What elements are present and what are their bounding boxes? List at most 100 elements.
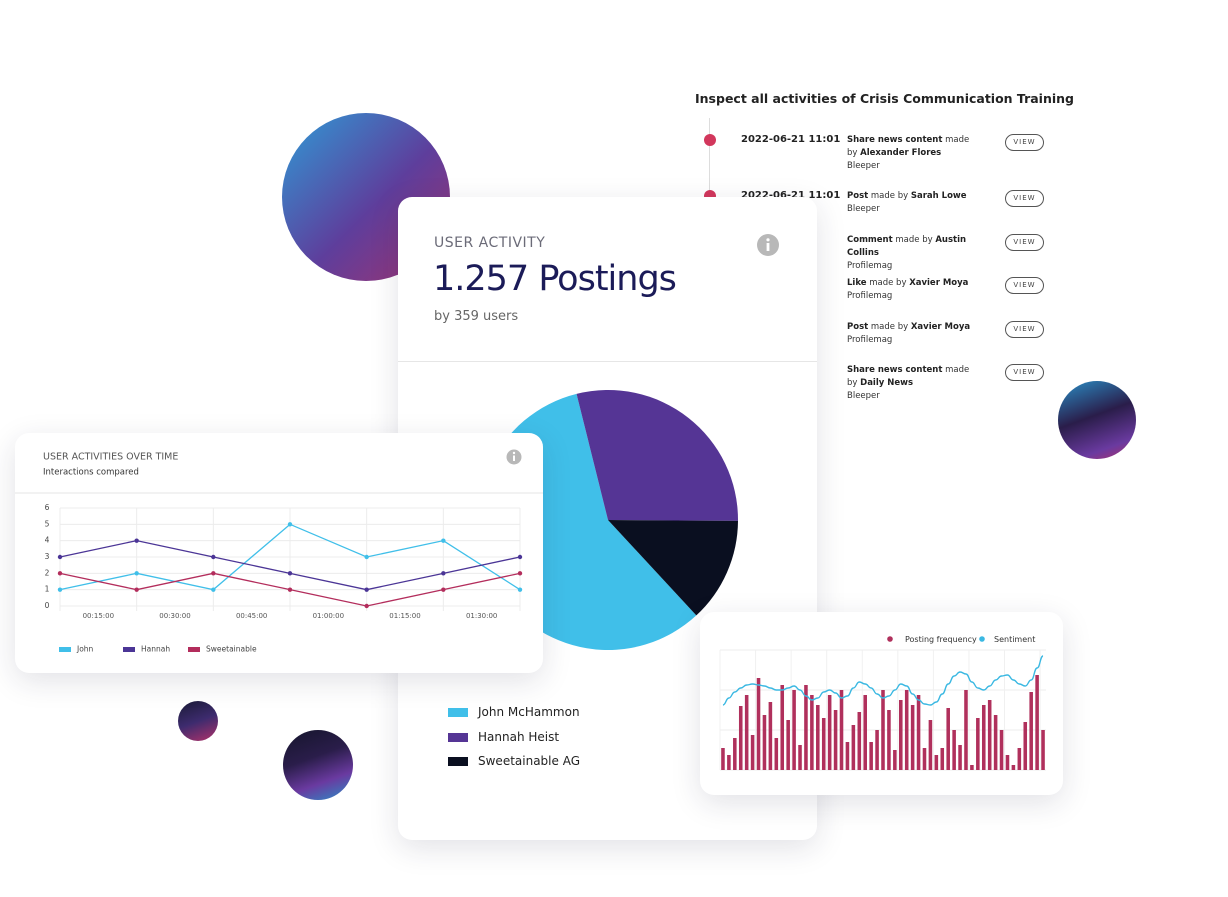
timeline-dot (704, 134, 716, 146)
bar (976, 718, 980, 770)
bar (727, 755, 731, 770)
line-chart-card: USER ACTIVITIES OVER TIME Interactions c… (15, 433, 543, 673)
bar (786, 720, 790, 770)
activity-user: Xavier Moya (910, 322, 971, 332)
view-button[interactable]: VIEW (1005, 234, 1044, 251)
activity-time: 2022-06-21 11:01 (741, 134, 841, 145)
view-button[interactable]: VIEW (1005, 134, 1044, 151)
data-point (211, 587, 216, 592)
activity-text: Post made by Xavier Moya Profilemag (847, 321, 982, 347)
legend-dot (887, 636, 893, 642)
x-tick-label: 01:30:00 (466, 612, 497, 620)
legend-item: John McHammon (448, 705, 580, 719)
card-title: USER ACTIVITY (434, 235, 546, 251)
activity-source: Bleeper (847, 391, 880, 401)
activity-feed: Inspect all activities of Crisis Communi… (0, 0, 1228, 420)
legend-swatch (448, 757, 468, 766)
chart-subtitle: Interactions compared (43, 468, 139, 478)
legend-item: Sweetainable AG (448, 754, 580, 768)
legend-label: Sweetainable (206, 645, 257, 654)
bar (863, 695, 867, 770)
activity-text: Like made by Xavier Moya Profilemag (847, 277, 982, 303)
view-button[interactable]: VIEW (1005, 277, 1044, 294)
data-point (287, 571, 293, 576)
activity-source: Profilemag (847, 335, 893, 345)
bar (958, 745, 962, 770)
data-point (517, 587, 523, 592)
sentiment-line (722, 655, 1044, 706)
y-tick-label: 6 (45, 503, 50, 512)
bar (981, 705, 986, 770)
feed-title: Inspect all activities of Crisis Communi… (695, 91, 1074, 106)
data-point (287, 587, 293, 592)
x-tick-label: 00:15:00 (83, 612, 114, 620)
y-tick-label: 5 (45, 519, 50, 528)
bar (881, 690, 885, 770)
info-glyph (513, 455, 515, 461)
bar-chart-card: Posting frequency Sentiment (700, 612, 1063, 795)
view-button[interactable]: VIEW (1005, 190, 1044, 207)
activity-source: Bleeper (847, 161, 880, 171)
data-point (441, 538, 446, 543)
bar (1023, 722, 1028, 770)
bar (851, 725, 856, 770)
data-point (57, 554, 63, 560)
bar (768, 702, 773, 770)
activity-action: Post (847, 191, 869, 201)
bar (857, 712, 862, 770)
bar (738, 706, 743, 770)
activity-user: Sarah Lowe (910, 191, 967, 201)
made-by: made by (895, 235, 933, 245)
info-glyph (766, 238, 770, 242)
bar (964, 690, 968, 770)
activity-time: 2022-06-21 11:01 (741, 190, 841, 201)
activity-text: Share news content made by Alexander Flo… (847, 134, 982, 173)
data-point (364, 587, 369, 592)
legend-dot (979, 636, 985, 642)
legend-swatch (59, 647, 71, 652)
info-icon[interactable] (756, 233, 780, 257)
bar (1005, 755, 1010, 770)
data-point (364, 554, 369, 560)
activity-user: Austin Collins (847, 235, 967, 258)
legend-label: Hannah (141, 645, 170, 654)
bar (1041, 730, 1045, 770)
bar (733, 738, 737, 770)
activity-text: Post made by Sarah Lowe Bleeper (847, 190, 982, 216)
data-point (517, 554, 523, 560)
legend-label: Hannah Heist (478, 729, 560, 744)
legend-label: John (76, 645, 94, 654)
activity-text: Share news content made by Daily News Ble… (847, 364, 982, 403)
bar (1029, 692, 1033, 770)
bar (1017, 748, 1022, 770)
bar (934, 755, 939, 770)
bar (798, 745, 802, 770)
made-by: made by (869, 278, 907, 288)
legend-label: John McHammon (478, 705, 580, 719)
data-point (134, 571, 139, 576)
activity-user: Xavier Moya (909, 278, 969, 288)
view-button[interactable]: VIEW (1005, 321, 1044, 338)
headline: 1.257 Postings (433, 259, 677, 299)
legend-swatch (123, 647, 135, 652)
legend-swatch (448, 708, 468, 717)
bar (887, 710, 891, 770)
bar (762, 715, 767, 770)
data-point (441, 571, 446, 576)
y-tick-label: 4 (45, 536, 50, 545)
bar (970, 765, 974, 770)
data-point (134, 587, 139, 592)
bar (904, 690, 909, 770)
legend-swatch (188, 647, 200, 652)
bar (916, 695, 921, 770)
bar (845, 742, 850, 770)
y-tick-label: 2 (45, 568, 50, 577)
activity-action: Share news content (847, 135, 943, 145)
activity-user: Daily News (860, 378, 914, 388)
bar (821, 718, 826, 770)
bar (987, 700, 992, 770)
x-tick-label: 01:00:00 (313, 612, 344, 620)
bar (839, 690, 844, 770)
view-button[interactable]: VIEW (1005, 364, 1044, 381)
